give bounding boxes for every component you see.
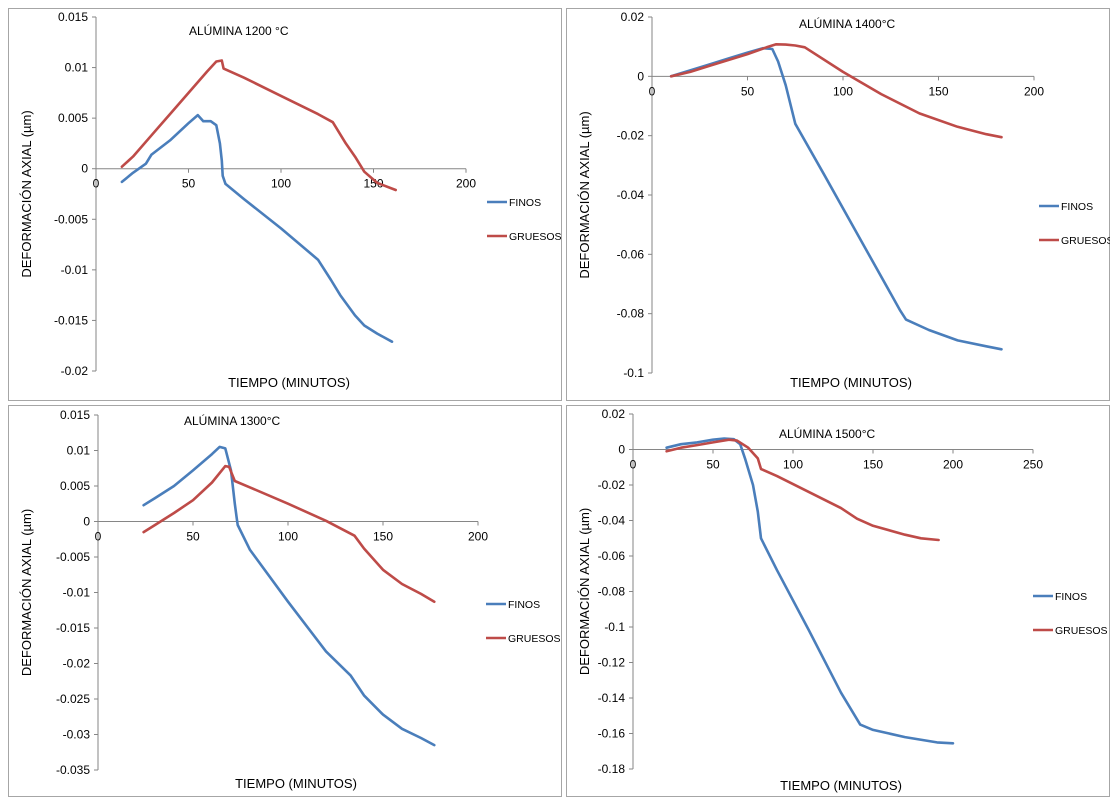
y-tick-label-0-02: -0.02 [617, 129, 645, 143]
x-tick-label-0: 0 [630, 458, 637, 472]
y-tick-label-0-03: -0.03 [63, 728, 91, 742]
y-tick-label-0-015: 0.015 [60, 408, 90, 422]
x-tick-label-100: 100 [833, 84, 853, 98]
legend-label-gruesos: GRUESOS [1055, 625, 1108, 637]
y-axis-label: DEFORMACIÓN AXIAL (µm) [19, 509, 34, 676]
y-tick-label-0: 0 [81, 162, 88, 176]
legend-label-gruesos: GRUESOS [1061, 235, 1110, 247]
y-tick-label-0-015: -0.015 [54, 313, 88, 327]
y-tick-label-0-16: -0.16 [598, 727, 626, 741]
y-tick-label-0-1: -0.1 [604, 620, 625, 634]
series-line-finos [120, 113, 394, 343]
x-tick-label-100: 100 [278, 530, 298, 544]
legend-label-finos: FINOS [508, 599, 540, 611]
x-tick-label-150: 150 [373, 530, 393, 544]
y-tick-label-0-02: -0.02 [63, 657, 91, 671]
legend-label-gruesos: GRUESOS [509, 231, 562, 243]
x-tick-label-50: 50 [182, 177, 196, 191]
y-tick-label-0-01: -0.01 [61, 263, 89, 277]
x-tick-label-200: 200 [943, 458, 963, 472]
y-tick-label-0-06: -0.06 [617, 247, 645, 261]
series-line-gruesos [120, 59, 397, 192]
y-tick-label-0-02: 0.02 [602, 407, 626, 421]
x-axis-label: TIEMPO (MINUTOS) [790, 375, 912, 390]
series-line-gruesos [142, 464, 436, 603]
y-tick-label-0-1: -0.1 [623, 366, 644, 380]
y-tick-label-0-12: -0.12 [598, 656, 626, 670]
y-tick-label-0-025: -0.025 [56, 692, 90, 706]
y-tick-label-0: 0 [637, 69, 644, 83]
legend-label-finos: FINOS [1055, 591, 1087, 603]
y-tick-label-0-02: -0.02 [61, 364, 89, 378]
series-line-gruesos [669, 43, 1003, 139]
chart-1200: 0.015 0.01 0.005 0 -0.005 -0.01 -0.015 -0.02 0 50… [19, 10, 562, 390]
y-axis-label: DEFORMACIÓN AXIAL (µm) [19, 110, 34, 277]
x-axis-label: TIEMPO (MINUTOS) [235, 776, 357, 791]
chart-1400: 0.02 0 -0.02 -0.04 -0.06 -0.08 -0.1 0 50 100 150 20… [577, 10, 1110, 390]
y-axis-label: DEFORMACIÓN AXIAL (µm) [577, 508, 592, 675]
x-tick-label-50: 50 [186, 530, 200, 544]
x-tick-label-50: 50 [741, 84, 755, 98]
y-tick-label-0-015: -0.015 [56, 621, 90, 635]
x-tick-label-150: 150 [863, 458, 883, 472]
y-tick-label-0-005: 0.005 [60, 479, 90, 493]
series-line-finos [669, 46, 1003, 351]
y-tick-label-0-01: -0.01 [63, 586, 91, 600]
y-tick-label-0: 0 [83, 515, 90, 529]
y-tick-label-0-06: -0.06 [598, 549, 626, 563]
y-tick-label-0-01: 0.01 [65, 61, 89, 75]
y-tick-label-0-005: -0.005 [54, 212, 88, 226]
y-tick-label-0-005: -0.005 [56, 550, 90, 564]
y-tick-label-0-015: 0.015 [58, 10, 88, 24]
y-tick-label-0: 0 [618, 443, 625, 457]
series-line-finos [142, 445, 436, 747]
legend-label-finos: FINOS [1061, 201, 1093, 213]
y-tick-label-0-14: -0.14 [598, 691, 626, 705]
legend-label-finos: FINOS [509, 197, 541, 209]
x-tick-label-200: 200 [468, 530, 488, 544]
y-tick-label-0-08: -0.08 [617, 307, 645, 321]
y-tick-label-0-18: -0.18 [598, 762, 626, 776]
x-tick-label-0: 0 [93, 177, 100, 191]
x-tick-label-100: 100 [271, 177, 291, 191]
x-tick-label-150: 150 [928, 84, 948, 98]
chart-1300: 0.015 0.01 0.005 0 -0.005 -0.01 -0.015 -0.02 -0.… [19, 408, 561, 791]
y-tick-label-0-01: 0.01 [67, 444, 91, 458]
x-tick-label-200: 200 [1024, 84, 1044, 98]
chart-title: ALÚMINA 1500°C [779, 426, 876, 441]
y-tick-label-0-005: 0.005 [58, 111, 88, 125]
legend-label-gruesos: GRUESOS [508, 633, 561, 645]
chart-title: ALÚMINA 1200 °C [189, 23, 289, 38]
x-tick-label-50: 50 [706, 458, 720, 472]
x-tick-label-100: 100 [783, 458, 803, 472]
y-tick-label-0-02: -0.02 [598, 478, 626, 492]
x-axis-label: TIEMPO (MINUTOS) [780, 778, 902, 793]
chart-title: ALÚMINA 1300°C [184, 413, 281, 428]
x-axis-label: TIEMPO (MINUTOS) [228, 375, 350, 390]
chart-panel-1300: 0.015 0.01 0.005 0 -0.005 -0.01 -0.015 -0.02 -0.… [8, 405, 562, 797]
series-line-gruesos [665, 438, 940, 542]
x-tick-label-0: 0 [649, 84, 656, 98]
x-tick-label-150: 150 [363, 177, 383, 191]
chart-1500: 0.02 0 -0.02 -0.04 -0.06 -0.08 -0.1 -0.12 -0.14 -… [577, 407, 1108, 793]
chart-panel-1500: 0.02 0 -0.02 -0.04 -0.06 -0.08 -0.1 -0.12 -0.14 -… [566, 405, 1110, 797]
x-tick-label-250: 250 [1023, 458, 1043, 472]
x-tick-label-0: 0 [95, 530, 102, 544]
chart-title: ALÚMINA 1400°C [799, 16, 896, 31]
y-tick-label-0-04: -0.04 [617, 188, 645, 202]
chart-panel-1400: 0.02 0 -0.02 -0.04 -0.06 -0.08 -0.1 0 50 100 150 20… [566, 8, 1110, 401]
y-tick-label-0-02: 0.02 [621, 10, 645, 24]
y-tick-label-0-035: -0.035 [56, 763, 90, 777]
y-tick-label-0-08: -0.08 [598, 585, 626, 599]
y-tick-label-0-04: -0.04 [598, 514, 626, 528]
chart-panel-1200: 0.015 0.01 0.005 0 -0.005 -0.01 -0.015 -0.02 0 50… [8, 8, 562, 401]
series-line-finos [665, 437, 955, 745]
x-tick-label-200: 200 [456, 177, 476, 191]
y-axis-label: DEFORMACIÓN AXIAL (µm) [577, 111, 592, 278]
